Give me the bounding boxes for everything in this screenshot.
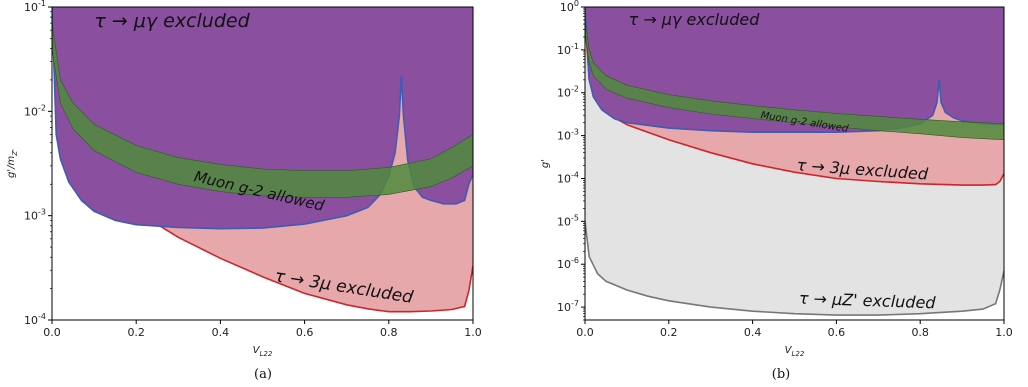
y-tick-label-base: 10 bbox=[557, 215, 571, 228]
plot-area bbox=[585, 7, 1004, 316]
y-tick-label: 10-4 bbox=[557, 170, 579, 185]
y-tick-label-exp: -6 bbox=[571, 256, 579, 265]
x-tick-label: 1.0 bbox=[464, 326, 482, 339]
x-tick-label: 0.2 bbox=[127, 326, 145, 339]
region-z-excluded-boundary bbox=[585, 221, 1004, 316]
axes-frame bbox=[51, 6, 474, 321]
y-tick-label-base: 10 bbox=[557, 301, 571, 314]
y-tick-label: 10-1 bbox=[24, 0, 46, 14]
axes-frame bbox=[584, 6, 1005, 321]
y-tick-label: 10-4 bbox=[24, 312, 46, 327]
x-tick-label: 0.6 bbox=[828, 326, 846, 339]
y-tick-label-base: 10 bbox=[557, 130, 571, 143]
y-tick-label: 100 bbox=[560, 0, 579, 14]
x-tick-label: 0.0 bbox=[43, 326, 61, 339]
y-tick-label-base: 10 bbox=[557, 258, 571, 271]
y-tick-label-exp: -1 bbox=[38, 0, 46, 8]
y-axis-label-base: g'/m bbox=[6, 156, 17, 178]
y-tick-label-base: 10 bbox=[24, 210, 38, 223]
y-tick-label: 10-5 bbox=[557, 213, 579, 228]
x-axis-label-base: V bbox=[253, 345, 261, 356]
y-tick-label-base: 10 bbox=[557, 172, 571, 185]
y-tick-label: 10-3 bbox=[24, 208, 46, 223]
x-tick-label: 0.8 bbox=[380, 326, 398, 339]
y-axis-label: g'/mZ' bbox=[6, 149, 19, 178]
y-tick-label-exp: -2 bbox=[571, 85, 579, 94]
y-tick-label-exp: -1 bbox=[571, 42, 579, 51]
y-tick-label-base: 10 bbox=[560, 1, 574, 14]
x-tick-label: 1.0 bbox=[995, 326, 1013, 339]
annotation-label: τ → μγ excluded bbox=[94, 10, 250, 32]
x-tick-label: 0.8 bbox=[911, 326, 929, 339]
y-tick-label-exp: 0 bbox=[574, 0, 579, 8]
x-axis-label-sub: L22 bbox=[792, 350, 805, 358]
x-axis-label: VL22 bbox=[785, 345, 805, 358]
x-tick-label: 0.0 bbox=[576, 326, 594, 339]
y-tick-label: 10-3 bbox=[557, 128, 579, 143]
x-axis-label-base: V bbox=[785, 345, 793, 356]
x-axis-label: VL22 bbox=[253, 345, 273, 358]
region-muon-g-2-allowed-band bbox=[585, 19, 1004, 141]
y-axis-label: g' bbox=[540, 159, 551, 168]
y-tick-label-exp: -2 bbox=[38, 103, 46, 112]
y-tick-label: 10-2 bbox=[24, 103, 46, 118]
panel-caption: (b) bbox=[772, 367, 790, 382]
x-tick-label: 0.4 bbox=[212, 326, 230, 339]
x-tick-label: 0.6 bbox=[296, 326, 314, 339]
y-axis-label-sub: Z' bbox=[11, 149, 19, 157]
y-tick-label-exp: -3 bbox=[571, 128, 579, 137]
y-tick-label-base: 10 bbox=[24, 1, 38, 14]
y-tick-label-exp: -5 bbox=[571, 213, 579, 222]
y-tick-label-exp: -4 bbox=[38, 312, 46, 321]
y-tick-label-exp: -3 bbox=[38, 208, 46, 217]
annotation-label: τ → μZ' excluded bbox=[799, 289, 937, 313]
annotation-label: τ → μγ excluded bbox=[629, 10, 761, 29]
panel-caption: (a) bbox=[254, 367, 272, 382]
y-tick-label: 10-2 bbox=[557, 85, 579, 100]
y-tick-label-base: 10 bbox=[24, 314, 38, 327]
y-tick-label: 10-7 bbox=[557, 299, 579, 314]
plot-area bbox=[52, 7, 473, 313]
x-tick-label: 0.2 bbox=[660, 326, 678, 339]
y-tick-label: 10-6 bbox=[557, 256, 579, 271]
x-axis-label-sub: L22 bbox=[260, 350, 273, 358]
y-tick-label-base: 10 bbox=[557, 87, 571, 100]
region-muon-g-2-allowed-band bbox=[52, 23, 473, 198]
y-tick-label-base: 10 bbox=[557, 44, 571, 57]
y-tick-label-exp: -4 bbox=[571, 170, 579, 179]
x-tick-label: 0.4 bbox=[744, 326, 762, 339]
y-tick-label-base: 10 bbox=[24, 105, 38, 118]
y-tick-label-exp: -7 bbox=[571, 299, 579, 308]
y-tick-label: 10-1 bbox=[557, 42, 579, 57]
